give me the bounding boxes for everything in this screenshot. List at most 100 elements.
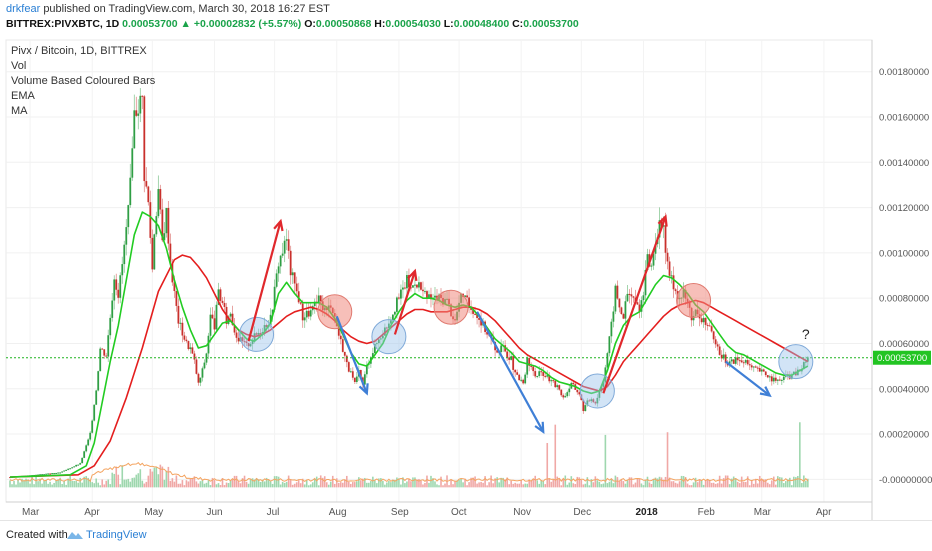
candle-body [466,295,468,298]
annotation-arrow-down-head [759,386,772,398]
candle-body [524,374,527,384]
candle-body [408,275,410,288]
volume-bar [793,476,795,488]
candle-body [534,371,537,377]
candle-body [782,376,785,380]
candle-body [121,264,124,276]
candle-body [516,372,519,375]
volume-bar [640,483,643,488]
legend-item-ma[interactable]: MA [11,105,28,117]
volume-bar [237,481,240,488]
volume-bar [187,481,190,488]
candle-body [608,336,611,354]
price-chart[interactable]: 0.00180000 0.00160000 0.00140000 0.00120000… [0,36,932,520]
volume-bar [578,477,581,488]
volume-bar [764,479,767,488]
y-tick-label: 0.00180000 [879,67,929,78]
volume-bar [167,466,170,488]
candle-body [412,285,414,288]
volume-bar [650,483,653,488]
volume-bar [33,484,35,488]
volume-bar [442,485,444,488]
volume-bar [241,478,244,488]
volume-bar [83,476,85,488]
x-tick-label: Aug [329,507,347,518]
volume-bar [422,484,424,488]
volume-bar [406,481,408,488]
candle-body [281,253,284,256]
volume-bar [696,482,699,488]
volume-bar [221,478,224,488]
candle-body [93,404,96,421]
candle-body [263,325,266,332]
x-tick-label: Mar [22,507,40,518]
candle-body [420,282,422,290]
legend-item-vol[interactable]: Vol [11,60,27,72]
volume-bar [289,479,292,488]
volume-bar [438,485,440,488]
volume-bar [61,483,63,488]
volume-bar [436,484,438,488]
volume-bar [161,466,164,488]
candle-body [141,95,144,97]
volume-bar [532,479,535,488]
candle-body [670,275,673,277]
volume-bar [27,479,29,488]
volume-bar [303,484,306,488]
volume-bar [91,482,93,488]
volume-bar [791,485,793,488]
volume-bar [520,480,522,488]
volume-bar [582,484,585,488]
candle-body [646,254,649,270]
volume-bar [476,483,478,488]
x-tick-label: Mar [754,507,772,518]
volume-bar [191,477,194,488]
candle-body [165,207,168,234]
candles [9,88,809,479]
candle-body [63,470,66,472]
candle-body [99,348,102,372]
candle-body [476,314,478,318]
volume-bar [602,483,605,488]
legend-item-ema[interactable]: EMA [11,90,35,102]
candle-body [123,244,126,265]
volume-bar [580,479,583,488]
volume-bar [235,475,238,488]
volume-bar [249,479,252,488]
volume-bar [542,480,545,488]
candle-body [628,293,631,295]
author-link[interactable]: drkfear [6,3,41,15]
candle-body [309,310,312,317]
candle-body [588,400,591,402]
tradingview-brand-link[interactable]: TradingView [86,529,147,541]
volume-bar [239,483,242,488]
volume-bar [460,478,462,488]
candle-body [572,382,575,385]
candle-body [237,337,240,342]
volume-bar [776,476,779,488]
candle-body [644,269,647,296]
candle-body [183,335,186,340]
candle-body [568,388,571,393]
candle-body [129,177,132,206]
volume-bar [480,481,482,488]
footer-bar: Created with TradingView [0,520,932,551]
y-tick-label: 0.00140000 [879,158,929,169]
volume-bar [448,485,450,488]
candle-body [381,335,384,339]
candle-body [736,357,739,361]
volume-bar [562,478,565,488]
published-text: published on TradingView.com, March 30, … [43,3,330,15]
volume-bar [728,484,731,488]
annotation-arrow-down-shaft [335,315,368,394]
candle-body [792,371,795,375]
candle-body [806,357,809,362]
candle-body [55,472,58,474]
volume-bar [618,481,621,488]
volume-bar [309,484,312,488]
volume-bar [209,485,212,488]
legend-item-volume-bars[interactable]: Volume Based Coloured Bars [11,75,156,87]
candle-body [398,297,400,299]
price-chart-area[interactable]: 0.00180000 0.00160000 0.00140000 0.00120000… [0,36,932,520]
volume-bar [412,477,414,488]
